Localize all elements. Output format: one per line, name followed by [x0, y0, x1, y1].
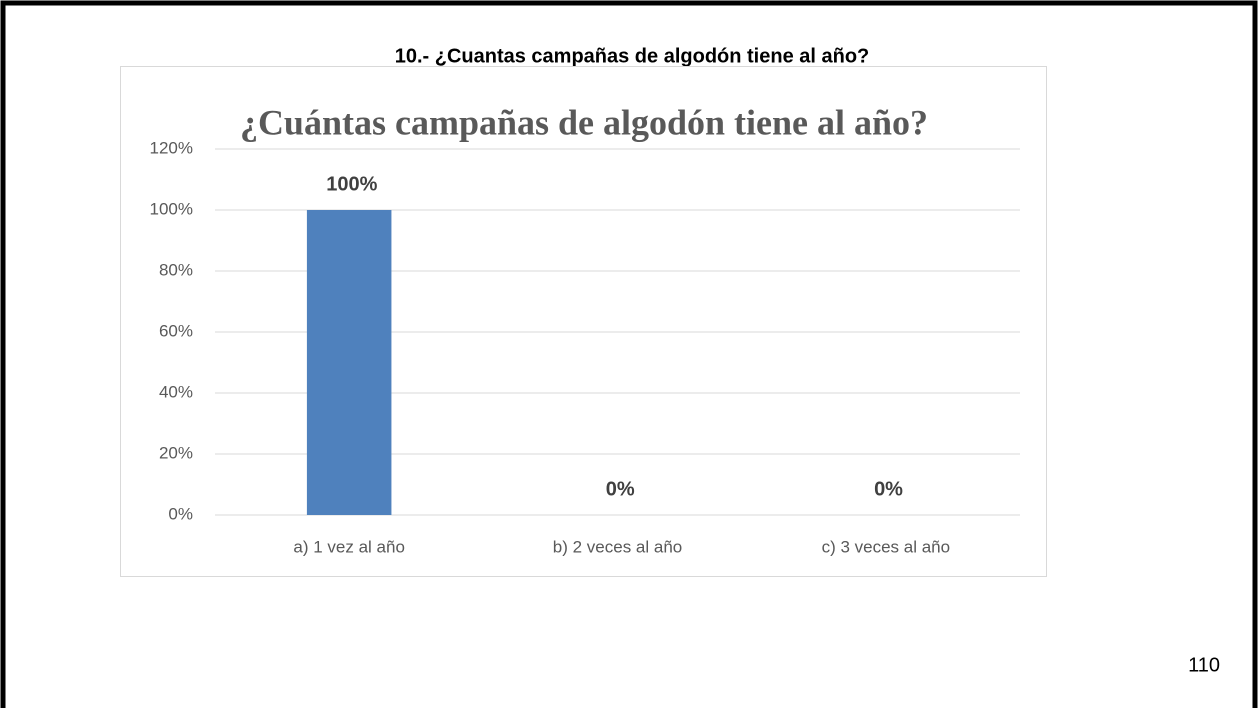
y-tick-label: 40%: [159, 382, 193, 401]
y-tick-label: 60%: [159, 321, 193, 340]
x-tick-label: a) 1 vez al año: [293, 537, 405, 556]
chart-title: ¿Cuántas campañas de algodón tiene al añ…: [240, 102, 928, 142]
y-tick-label: 120%: [150, 138, 193, 157]
y-tick-label: 20%: [159, 443, 193, 462]
y-tick-label: 0%: [168, 504, 193, 523]
x-tick-label: b) 2 veces al año: [553, 537, 682, 556]
page-number: 110: [1188, 654, 1220, 676]
data-label: 100%: [326, 173, 377, 195]
x-tick-label: c) 3 veces al año: [822, 537, 951, 556]
y-tick-label: 100%: [150, 199, 193, 218]
chart-frame: [120, 66, 1047, 577]
heading: 10.- ¿Cuantas campañas de algodón tiene …: [395, 45, 870, 67]
data-label: 0%: [606, 478, 635, 500]
data-label: 0%: [874, 478, 903, 500]
y-tick-label: 80%: [159, 260, 193, 279]
bar: [306, 210, 392, 515]
